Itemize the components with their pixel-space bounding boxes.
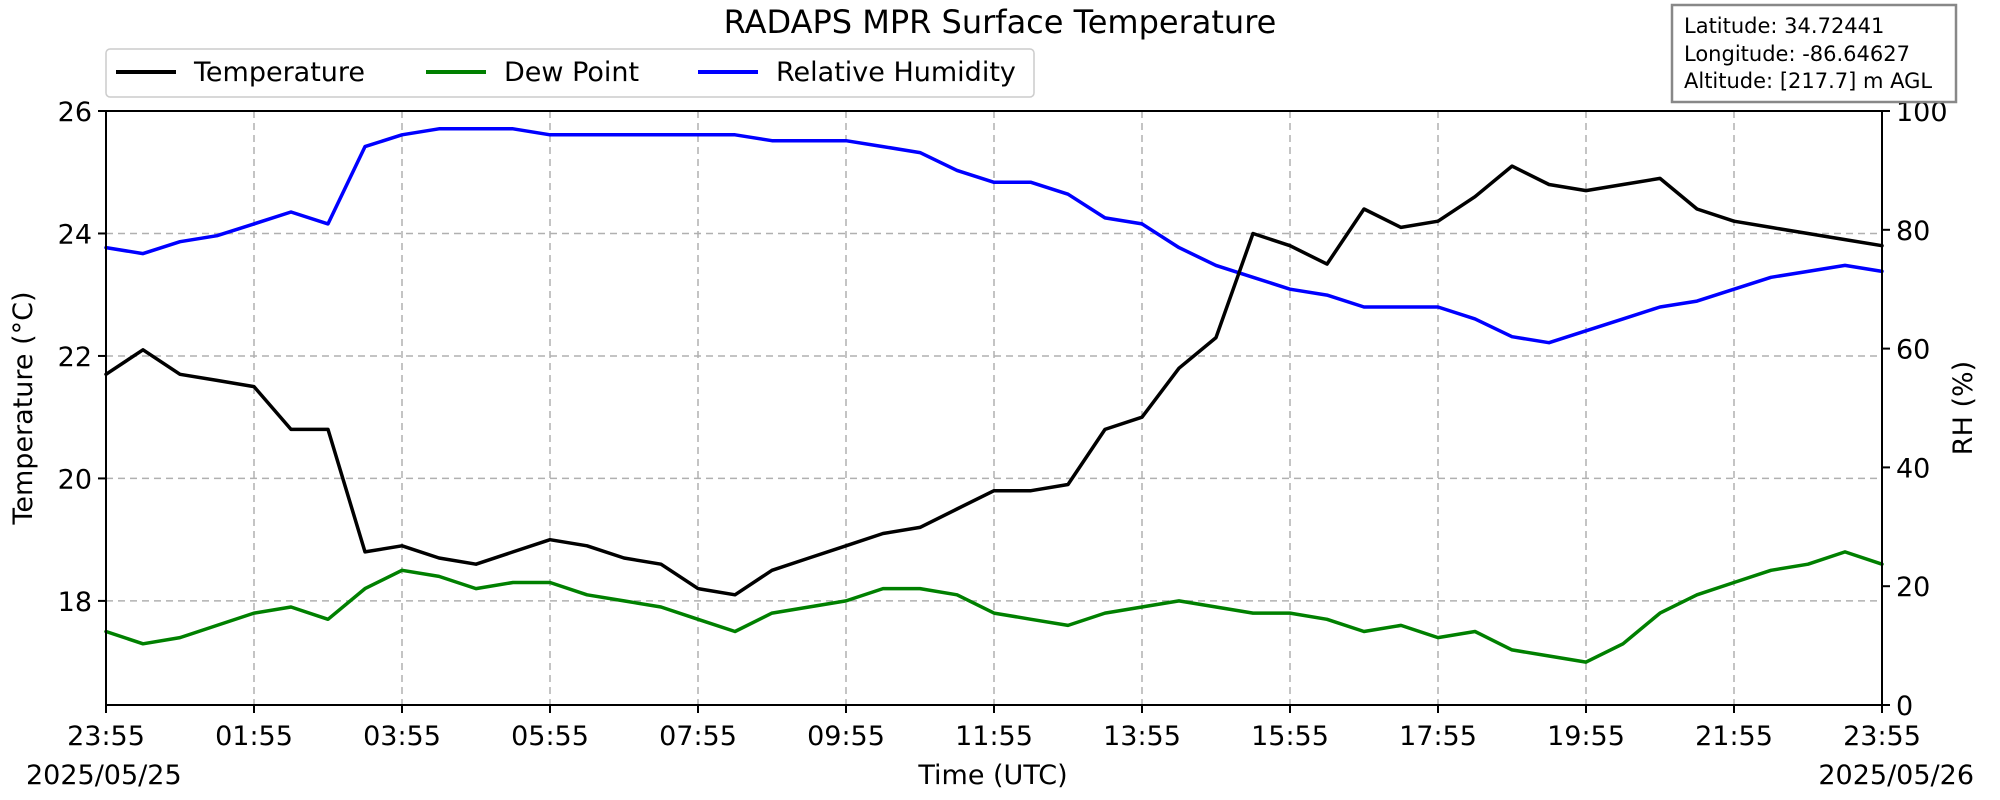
- x-tick-label: 13:55: [1103, 721, 1181, 752]
- legend-label-relative-humidity: Relative Humidity: [776, 57, 1016, 88]
- series-line-relative-humidity: [104, 127, 1884, 345]
- series-line-temperature: [104, 164, 1884, 597]
- legend-box: [105, 48, 1035, 98]
- x-axis: 23:55 01:55 03:55 05:55 07:55 09:55 11:55 13:55…: [67, 705, 1921, 752]
- x-tick-label: 05:55: [511, 721, 589, 752]
- x-tick-label: 17:55: [1399, 721, 1477, 752]
- legend: Temperature Dew Point Relative Humidity: [105, 48, 1035, 98]
- y-axis-label-right: RH (%): [1948, 361, 1979, 455]
- y-tick-label-left: 26: [58, 97, 92, 128]
- x-tick-label: 23:55: [1843, 721, 1921, 752]
- grid: [106, 111, 1882, 705]
- info-longitude: Longitude: -86.64627: [1684, 42, 1910, 66]
- x-axis-label: Time (UTC): [917, 760, 1067, 791]
- y-tick-label-left: 24: [58, 219, 92, 250]
- y-axis-left: 26 24 22 20 18: [58, 97, 106, 618]
- y-tick-label-right: 0: [1896, 691, 1913, 722]
- series-line-dew-point: [104, 550, 1884, 664]
- y-tick-label-right: 60: [1896, 335, 1930, 366]
- x-tick-label: 09:55: [807, 721, 885, 752]
- x-tick-label: 19:55: [1547, 721, 1625, 752]
- legend-label-temperature: Temperature: [193, 57, 365, 88]
- end-date-label: 2025/05/26: [1818, 760, 1974, 791]
- y-tick-label-right: 80: [1896, 216, 1930, 247]
- legend-label-dew-point: Dew Point: [504, 57, 639, 88]
- y-tick-label-right: 40: [1896, 453, 1930, 484]
- x-tick-label: 15:55: [1251, 721, 1329, 752]
- start-date-label: 2025/05/25: [26, 760, 182, 791]
- info-box-frame: [1670, 3, 1958, 104]
- info-latitude: Latitude: 34.72441: [1684, 14, 1884, 38]
- x-tick-label: 01:55: [215, 721, 293, 752]
- y-tick-label-left: 22: [58, 342, 92, 373]
- y-tick-label-right: 20: [1896, 572, 1930, 603]
- x-tick-label: 21:55: [1695, 721, 1773, 752]
- y-axis-label: Temperature (°C): [8, 291, 39, 525]
- chart-title: RADAPS MPR Surface Temperature: [724, 3, 1277, 41]
- x-tick-label: 23:55: [67, 721, 145, 752]
- x-tick-label: 07:55: [659, 721, 737, 752]
- plot-lines: [104, 127, 1884, 664]
- y-tick-label-left: 18: [58, 587, 92, 618]
- x-tick-label: 03:55: [363, 721, 441, 752]
- info-box: Latitude: 34.72441 Longitude: -86.64627 …: [1670, 3, 1958, 104]
- info-altitude: Altitude: [217.7] m AGL: [1684, 69, 1932, 93]
- x-tick-label: 11:55: [955, 721, 1033, 752]
- y-tick-label-left: 20: [58, 464, 92, 495]
